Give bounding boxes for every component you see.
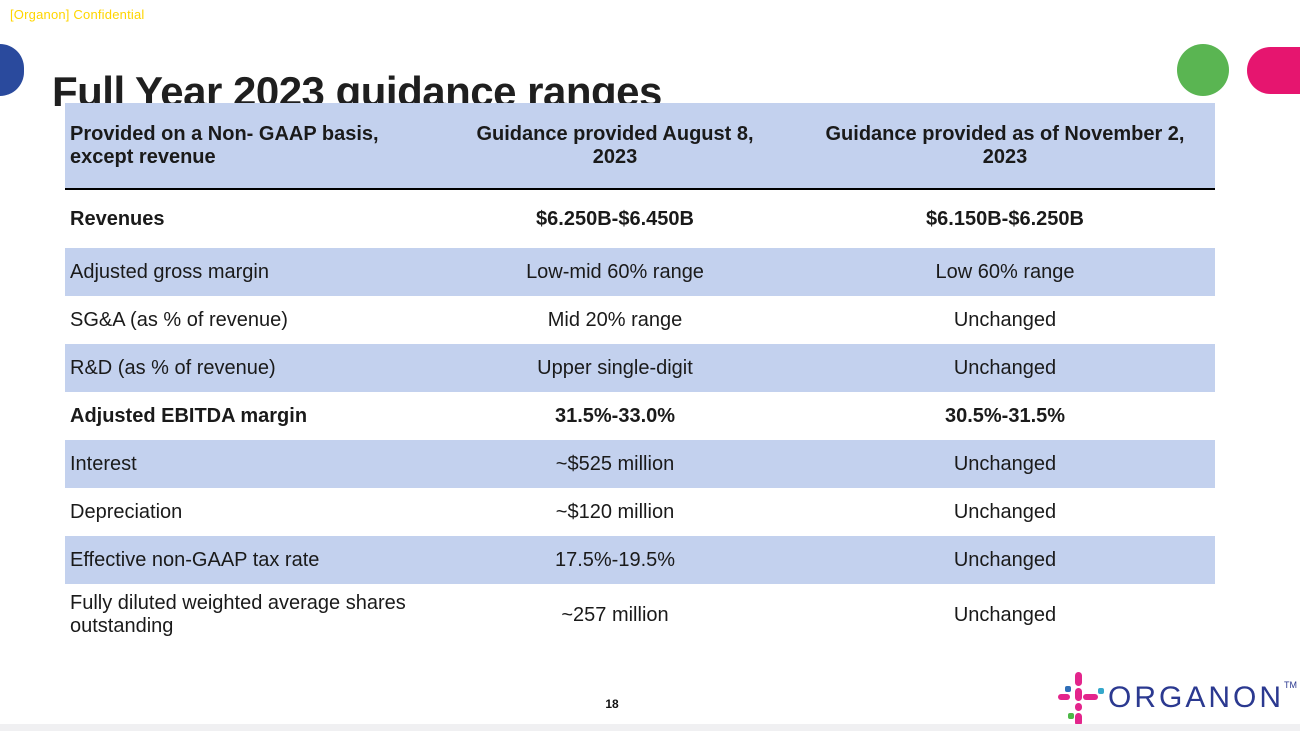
header-basis: Provided on a Non- GAAP basis, except re… [70, 122, 379, 168]
table-header-row: Provided on a Non- GAAP basis, except re… [65, 103, 1215, 190]
row-november: Low 60% range [935, 260, 1075, 283]
row-november: Unchanged [953, 548, 1057, 571]
row-november: Unchanged [953, 308, 1057, 331]
table-body: Revenues $6.250B-$6.450B $6.150B-$6.250B… [65, 190, 1215, 646]
row-august: $6.250B-$6.450B [536, 207, 694, 230]
row-label: Depreciation [70, 500, 183, 523]
row-november: Unchanged [953, 452, 1057, 475]
table-row: Effective non-GAAP tax rate 17.5%-19.5% … [65, 536, 1215, 584]
row-label: Adjusted gross margin [70, 260, 269, 283]
table-row: SG&A (as % of revenue) Mid 20% range Unc… [65, 296, 1215, 344]
header-august: Guidance provided August 8, 2023 [476, 122, 754, 168]
organon-logo: ORGANONTM [1055, 669, 1297, 727]
table-row: Interest ~$525 million Unchanged [65, 440, 1215, 488]
row-august: Upper single-digit [537, 356, 693, 379]
row-august: ~$120 million [555, 500, 675, 523]
row-label: Interest [70, 452, 137, 475]
row-november: $6.150B-$6.250B [926, 207, 1084, 230]
table-row: Depreciation ~$120 million Unchanged [65, 488, 1215, 536]
row-august: ~$525 million [555, 452, 675, 475]
row-november: Unchanged [953, 356, 1057, 379]
trademark-symbol: TM [1284, 680, 1298, 690]
row-november: Unchanged [953, 603, 1057, 626]
row-august: 31.5%-33.0% [554, 404, 676, 427]
row-august: Low-mid 60% range [526, 260, 704, 283]
row-november: 30.5%-31.5% [944, 404, 1066, 427]
row-november: Unchanged [953, 500, 1057, 523]
table-row: R&D (as % of revenue) Upper single-digit… [65, 344, 1215, 392]
table-row: Revenues $6.250B-$6.450B $6.150B-$6.250B [65, 190, 1215, 248]
decor-green-circle [1177, 44, 1229, 96]
row-label: Fully diluted weighted average shares ou… [70, 592, 406, 637]
table-row: Adjusted EBITDA margin 31.5%-33.0% 30.5%… [65, 392, 1215, 440]
row-label: Effective non-GAAP tax rate [70, 548, 320, 571]
confidential-label: [Organon] Confidential [10, 7, 145, 22]
row-august: 17.5%-19.5% [554, 548, 676, 571]
table-row: Fully diluted weighted average shares ou… [65, 584, 1215, 646]
row-august: ~257 million [561, 603, 669, 626]
header-november: Guidance provided as of November 2, 2023 [825, 122, 1185, 168]
decor-pink-pill [1247, 47, 1300, 94]
row-august: Mid 20% range [547, 308, 683, 331]
row-label: Adjusted EBITDA margin [70, 404, 308, 427]
organon-wordmark: ORGANONTM [1108, 680, 1298, 714]
row-label: SG&A (as % of revenue) [70, 308, 288, 331]
slide-bottom-edge [0, 724, 1300, 731]
row-label: R&D (as % of revenue) [70, 356, 276, 379]
guidance-table: Provided on a Non- GAAP basis, except re… [65, 103, 1215, 646]
table-row: Adjusted gross margin Low-mid 60% range … [65, 248, 1215, 296]
decor-half-circle [0, 44, 24, 96]
row-label: Revenues [70, 207, 165, 230]
page-number: 18 [605, 697, 619, 711]
organon-logo-icon [1058, 672, 1104, 726]
